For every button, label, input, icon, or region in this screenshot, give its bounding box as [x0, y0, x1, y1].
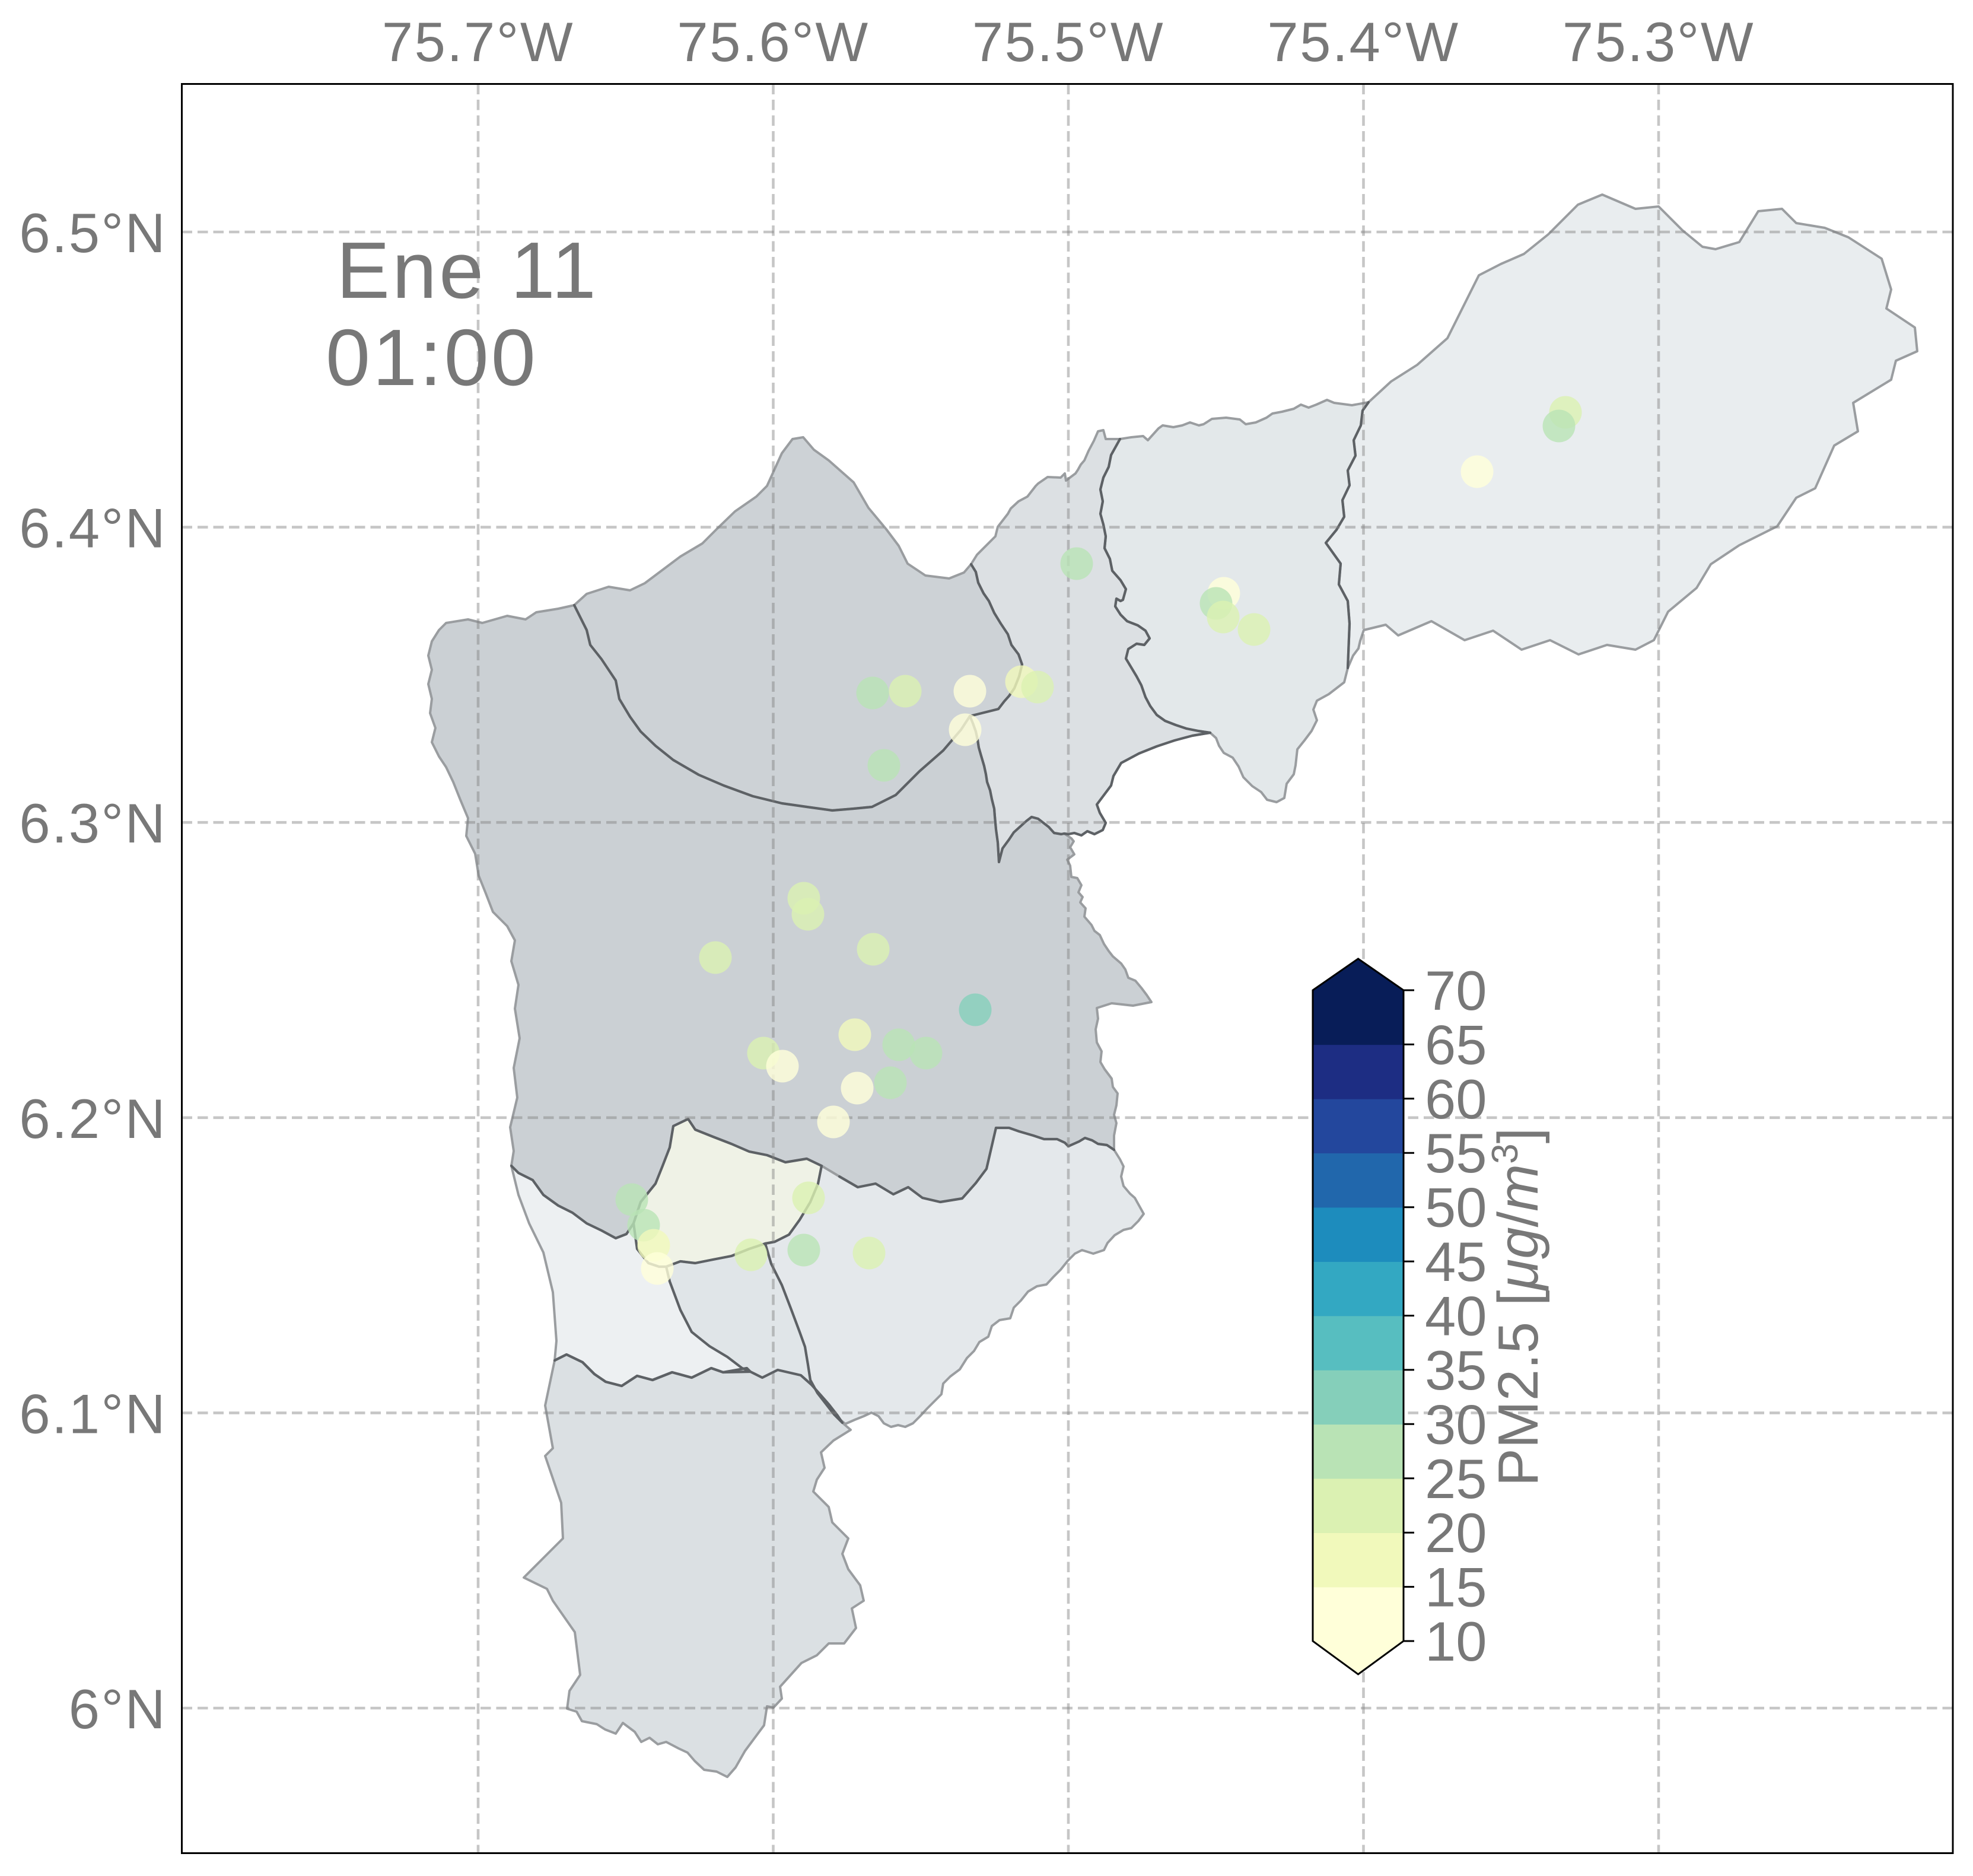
svg-text:20: 20: [1425, 1502, 1487, 1564]
svg-text:50: 50: [1425, 1177, 1487, 1239]
svg-text:45: 45: [1425, 1230, 1487, 1293]
svg-text:40: 40: [1425, 1285, 1487, 1347]
svg-text:75.7°W: 75.7°W: [382, 11, 574, 73]
svg-text:10: 10: [1425, 1610, 1487, 1672]
svg-text:6.2°N: 6.2°N: [19, 1088, 167, 1150]
svg-text:70: 70: [1425, 959, 1487, 1022]
svg-text:PM2.5 [μg/m3]: PM2.5 [μg/m3]: [1485, 1128, 1550, 1487]
svg-text:6.3°N: 6.3°N: [19, 792, 167, 854]
svg-text:30: 30: [1425, 1393, 1487, 1455]
svg-text:75.6°W: 75.6°W: [677, 11, 869, 73]
svg-text:6°N: 6°N: [69, 1678, 167, 1740]
svg-text:75.5°W: 75.5°W: [972, 11, 1164, 73]
svg-text:6.5°N: 6.5°N: [19, 202, 167, 264]
svg-text:35: 35: [1425, 1339, 1487, 1401]
svg-text:65: 65: [1425, 1013, 1487, 1076]
svg-text:75.3°W: 75.3°W: [1563, 11, 1755, 73]
svg-text:25: 25: [1425, 1448, 1487, 1510]
svg-text:6.1°N: 6.1°N: [19, 1382, 167, 1445]
svg-text:60: 60: [1425, 1068, 1487, 1130]
svg-text:75.4°W: 75.4°W: [1267, 11, 1459, 73]
svg-text:15: 15: [1425, 1556, 1487, 1619]
svg-text:01:00: 01:00: [326, 313, 538, 402]
svg-text:Ene 11: Ene 11: [336, 225, 599, 315]
svg-text:55: 55: [1425, 1122, 1487, 1184]
svg-text:6.4°N: 6.4°N: [19, 497, 167, 559]
